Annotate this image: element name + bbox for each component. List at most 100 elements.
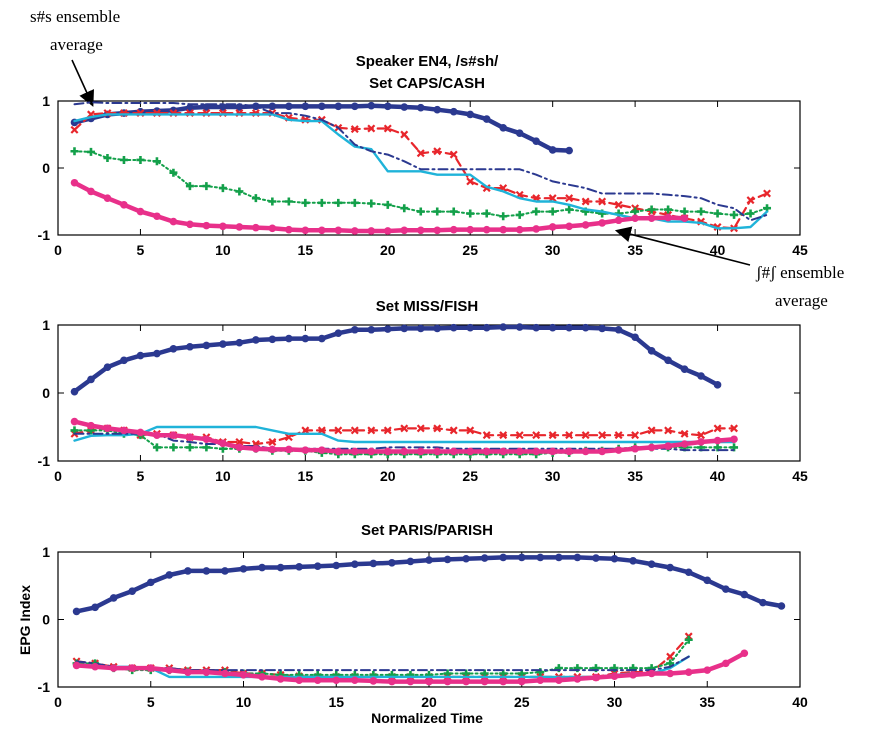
data-point — [499, 553, 508, 562]
x-axis-label: Normalized Time — [371, 710, 483, 726]
data-point — [416, 207, 425, 216]
data-point — [629, 556, 637, 565]
data-point — [72, 661, 81, 670]
data-point — [647, 560, 656, 568]
data-point — [301, 446, 310, 454]
data-point — [499, 212, 508, 221]
x-tick-label: 35 — [699, 694, 715, 710]
data-point — [400, 324, 409, 333]
data-point — [466, 110, 475, 119]
x-tick-label: 10 — [215, 242, 231, 258]
data-point — [91, 662, 99, 671]
x-tick-label: 10 — [215, 468, 231, 484]
data-point — [515, 323, 524, 331]
data-point — [146, 664, 155, 672]
data-point — [202, 668, 211, 676]
data-point — [268, 224, 277, 233]
data-point — [313, 562, 322, 570]
data-point — [664, 356, 672, 365]
data-point — [332, 561, 341, 570]
data-point — [219, 340, 227, 348]
data-point — [165, 666, 174, 674]
data-point — [565, 447, 573, 456]
x-tick-label: 0 — [54, 694, 62, 710]
data-point — [548, 194, 557, 203]
data-point — [235, 443, 244, 452]
series-line — [73, 150, 768, 218]
data-point — [388, 559, 396, 567]
data-point — [252, 102, 260, 111]
data-point — [268, 197, 277, 206]
data-point — [466, 225, 475, 234]
data-point — [416, 324, 425, 333]
data-point — [598, 447, 606, 456]
data-point — [186, 103, 194, 112]
data-point — [367, 124, 376, 133]
series-thick-dots — [72, 649, 749, 686]
data-point — [103, 153, 112, 162]
data-point — [416, 424, 425, 433]
data-point — [383, 325, 392, 333]
data-point — [70, 178, 79, 187]
series-dashed-x — [70, 424, 739, 448]
data-point — [499, 323, 508, 331]
data-point — [367, 426, 376, 435]
data-point — [684, 568, 693, 577]
data-point — [647, 426, 656, 435]
data-point — [532, 431, 541, 440]
data-point — [482, 323, 491, 332]
data-point — [482, 115, 491, 123]
x-tick-label: 25 — [462, 242, 478, 258]
data-point — [466, 323, 475, 332]
data-point — [449, 323, 458, 332]
data-point — [647, 347, 656, 355]
data-point — [614, 216, 623, 225]
x-tick-label: 10 — [236, 694, 252, 710]
data-point — [388, 677, 396, 686]
x-tick-label: 35 — [627, 242, 643, 258]
data-point — [70, 417, 79, 426]
data-point — [499, 124, 508, 132]
data-point — [218, 184, 227, 193]
data-point — [202, 341, 211, 350]
data-point — [532, 207, 541, 216]
data-point — [680, 440, 689, 448]
data-point — [221, 567, 229, 575]
data-point — [119, 155, 128, 164]
data-point — [581, 447, 590, 456]
data-point — [235, 437, 244, 446]
data-point — [631, 207, 640, 216]
series-line — [74, 555, 784, 614]
data-point — [120, 356, 128, 365]
series-thick-dots — [70, 101, 573, 155]
data-point — [313, 676, 322, 685]
data-point — [351, 102, 359, 111]
data-point — [416, 103, 425, 112]
data-point — [369, 677, 378, 685]
data-point — [499, 447, 508, 456]
data-point — [548, 207, 557, 216]
data-point — [449, 447, 458, 456]
data-point — [186, 433, 194, 442]
axes-frame — [57, 324, 801, 462]
y-axis-label: EPG Index — [17, 585, 33, 655]
data-point — [647, 205, 656, 214]
data-point — [317, 198, 326, 207]
data-point — [70, 387, 79, 396]
data-point — [555, 553, 563, 562]
series-dashed-x — [72, 632, 693, 681]
subplot3-title: Set PARIS/PARISH — [361, 522, 493, 539]
data-point — [383, 447, 392, 456]
data-point — [614, 431, 623, 440]
data-point — [285, 334, 293, 343]
series-line — [72, 324, 720, 394]
data-point — [548, 447, 557, 456]
data-point — [443, 677, 452, 686]
annotation-ss-arrow — [71, 59, 94, 107]
x-tick-label: 5 — [137, 468, 145, 484]
data-point — [109, 594, 118, 602]
data-point — [184, 567, 192, 575]
data-point — [629, 671, 637, 679]
data-point — [136, 428, 145, 437]
data-point — [70, 147, 79, 156]
